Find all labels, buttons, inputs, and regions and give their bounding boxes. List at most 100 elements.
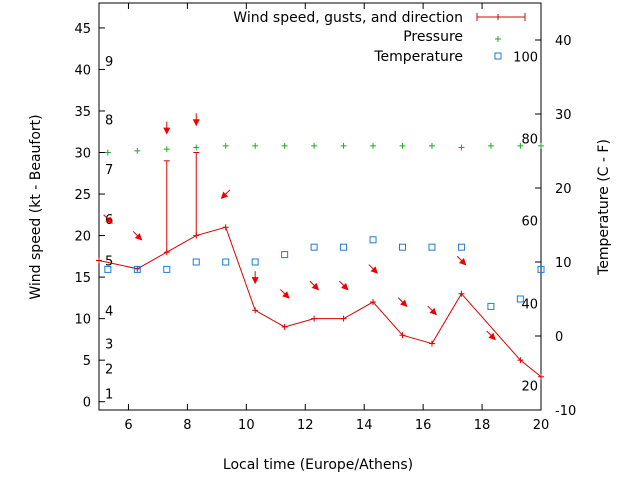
temperature-point [222, 258, 230, 266]
temperature-point [192, 258, 200, 266]
wind-speed-point [311, 315, 318, 322]
pressure-point [487, 142, 494, 149]
wind-speed-point [517, 357, 524, 364]
wind-direction-arrow [368, 264, 378, 274]
fahrenheit-label: 40 [521, 297, 538, 312]
temperature-point [251, 258, 259, 266]
y2-tick-label: 40 [555, 34, 572, 49]
x-tick-label: 12 [297, 418, 314, 433]
legend-label-pressure: Pressure [403, 29, 463, 45]
wind-speed-point [96, 257, 102, 264]
wind-direction-arrow [220, 189, 231, 199]
x-tick-label: 6 [124, 418, 132, 433]
wind-direction-arrow [338, 280, 349, 291]
arrow-head [163, 127, 171, 135]
pressure-point [370, 142, 377, 149]
arrow-head [311, 282, 320, 291]
fahrenheit-label: 100 [513, 50, 538, 65]
wind-direction-arrow [132, 230, 143, 241]
pressure-point [399, 142, 406, 149]
legend: Wind speed, gusts, and direction Pressur… [233, 10, 526, 65]
temperature-point [281, 251, 289, 259]
temperature-point [399, 243, 407, 251]
temperature-point [104, 265, 112, 273]
y2-tick-label: 0 [555, 330, 563, 345]
wind-direction-arrow [163, 121, 171, 135]
temperature-point [163, 265, 171, 273]
y2-tick-label: 20 [555, 182, 572, 197]
y-tick-label: 10 [74, 313, 91, 328]
arrow-head [370, 266, 378, 274]
fahrenheit-label: 60 [521, 215, 538, 230]
pressure-point [252, 142, 259, 149]
arrow-head [400, 299, 408, 307]
beaufort-label: 1 [105, 387, 113, 402]
wind-speed-point [281, 323, 288, 330]
beaufort-label: 8 [105, 113, 113, 128]
pressure-point [281, 142, 288, 149]
wind-direction-arrow [397, 297, 408, 307]
y-tick-label: 40 [74, 63, 91, 78]
beaufort-label: 5 [105, 254, 113, 269]
y-tick-label: 0 [83, 396, 91, 411]
wind-direction-arrow [427, 305, 437, 316]
wind-speed-point [538, 373, 544, 380]
temperature-point [340, 243, 348, 251]
legend-label-temperature: Temperature [373, 49, 463, 65]
fahrenheit-label: 80 [521, 132, 538, 147]
wind-speed-point [428, 340, 435, 347]
wind-direction-arrow [486, 330, 496, 341]
pressure-point [428, 142, 435, 149]
wind-speed-point [340, 315, 347, 322]
arrow-head [134, 233, 143, 241]
y2-tick-label: 10 [555, 256, 572, 271]
x-tick-label: 20 [533, 418, 550, 433]
pressure-point [163, 146, 170, 153]
wind-speed-point [399, 332, 406, 339]
wind-direction-arrow [456, 255, 467, 266]
arrow-head [282, 291, 290, 299]
wind-speed-point [458, 290, 465, 297]
arrow-head [458, 258, 467, 266]
y-tick-label: 20 [74, 230, 91, 245]
temperature-point [516, 295, 524, 303]
wind-speed-point [222, 224, 229, 231]
beaufort-label: 9 [105, 55, 113, 70]
x-tick-label: 16 [415, 418, 432, 433]
wind-speed-point [252, 307, 259, 314]
arrow-head [192, 119, 200, 127]
arrow-head [251, 277, 259, 285]
y-tick-label: 45 [74, 22, 91, 37]
pressure-point [193, 144, 200, 151]
pressure-point [104, 149, 111, 156]
legend-sample-temperature [494, 52, 502, 60]
pressure-point [134, 147, 141, 154]
beaufort-label: 2 [105, 362, 113, 377]
pressure-point [222, 142, 229, 149]
tick-marks [99, 3, 542, 411]
x-axis-label: Local time (Europe/Athens) [223, 457, 413, 473]
y-tick-label: 25 [74, 188, 91, 203]
arrow-head [105, 216, 113, 224]
pressure-point [311, 142, 318, 149]
series-layer [96, 113, 545, 380]
pressure-point [517, 142, 524, 149]
wind-direction-arrow [103, 214, 113, 224]
arrow-head [341, 282, 349, 291]
pressure-point [538, 142, 544, 149]
arrow-head [220, 191, 229, 199]
wind-direction-arrow [251, 271, 259, 285]
tick-labels: 6 8 10 12 14 16 18 20051015202530354045-1001020… [74, 22, 576, 433]
wind-direction-arrow [309, 280, 320, 291]
x-tick-label: 18 [474, 418, 491, 433]
temperature-point [457, 243, 465, 251]
y-tick-label: 35 [74, 105, 91, 120]
arrow-head [488, 332, 496, 341]
temperature-point [369, 236, 377, 244]
wind-direction-arrow [192, 113, 200, 127]
fahrenheit-label: 20 [521, 380, 538, 395]
temperature-point [537, 265, 545, 273]
wind-speed-point [370, 299, 377, 306]
beaufort-label: 4 [105, 304, 113, 319]
